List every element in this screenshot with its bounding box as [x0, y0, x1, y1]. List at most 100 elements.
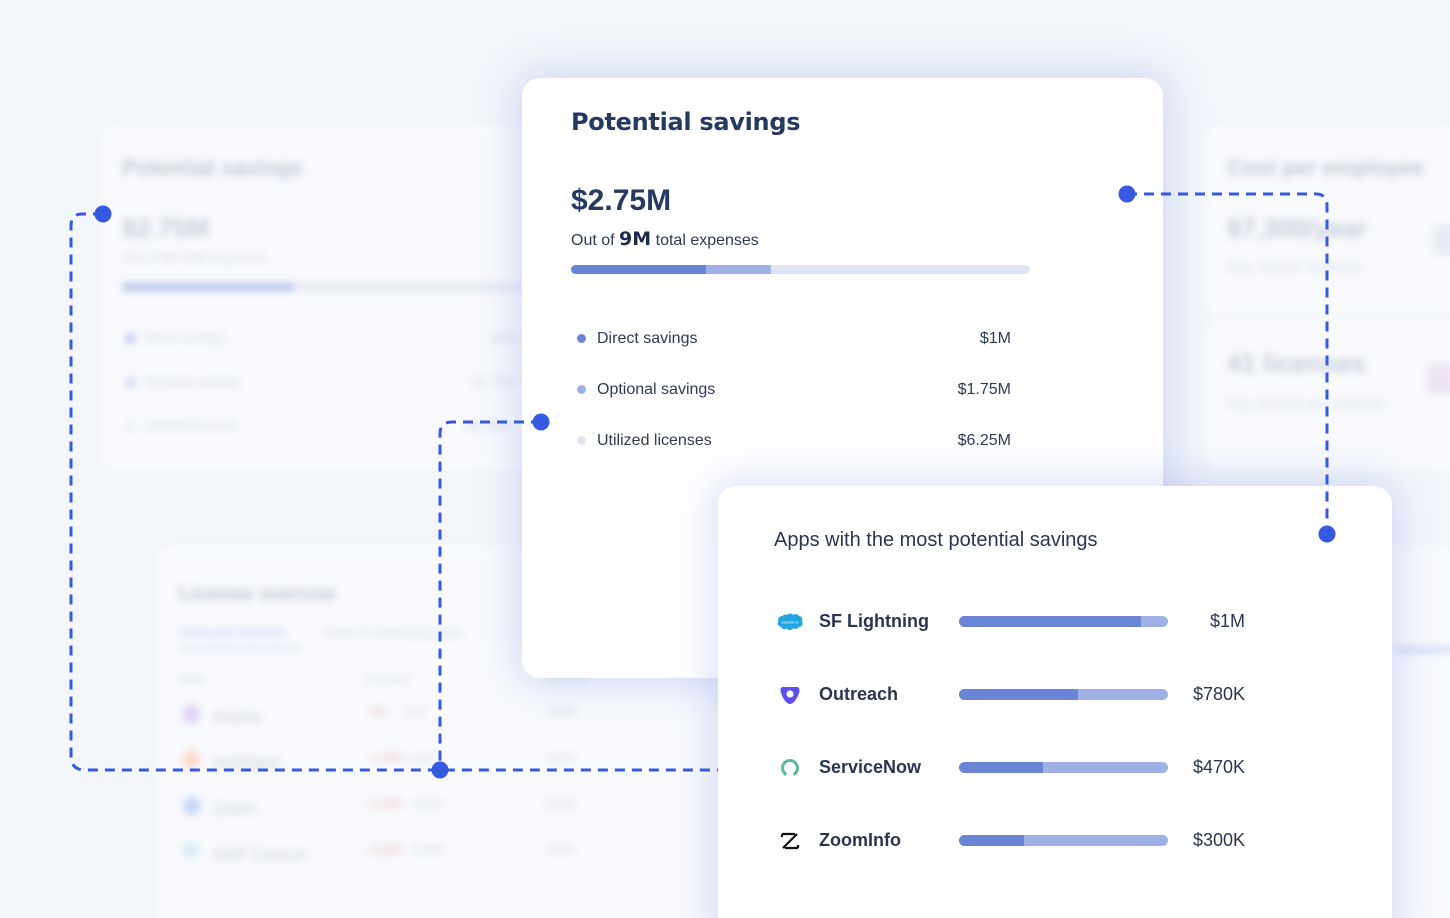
- bg-app-name: Asana: [213, 707, 262, 726]
- savings-progress-bar: [571, 265, 1030, 274]
- bg-red-value: −50: [365, 705, 386, 719]
- app-savings-value: $1M: [1209, 611, 1245, 631]
- legend-dot-icon: [577, 385, 586, 394]
- bg-red-value: −1,000: [365, 751, 403, 765]
- app-row-outreach[interactable]: Outreach $780K: [776, 658, 1276, 731]
- app-savings-value: $300K: [1192, 830, 1245, 850]
- legend-dot-icon: [577, 436, 586, 445]
- bg-licenses-amount: 41 licenses: [1227, 348, 1366, 378]
- bg-savings-progress: [122, 283, 542, 291]
- app-name: ZoomInfo: [819, 830, 901, 850]
- legend-label: Direct savings: [597, 329, 698, 347]
- bg-dot: [126, 378, 135, 387]
- bg-grey-value: 1,000: [405, 751, 436, 765]
- bg-app-icon: [183, 705, 199, 723]
- bg-col-licensed: Licensed: [365, 673, 410, 685]
- bg-app-name: HubSpot: [213, 753, 280, 772]
- zoominfo-icon: [776, 827, 804, 855]
- bg-cost-subtitle: Avg. cost per employee: [1227, 259, 1363, 274]
- app-savings-value: $470K: [1192, 757, 1245, 777]
- bg-app-icon: [183, 797, 201, 815]
- bg-row-value: $1.75M: [472, 374, 516, 389]
- apps-list: salesforce SF Lightning $1M Outreach $78…: [776, 585, 1276, 877]
- bg-cost-card: Cost per employee $7,300/year Avg. cost …: [1205, 125, 1450, 315]
- savings-subtitle: Out of 9M total expenses: [571, 228, 759, 250]
- bg-pct-value: 100%: [545, 797, 576, 811]
- progress-segment-optional: [705, 265, 771, 274]
- bg-savings-title: Potential savings: [122, 155, 303, 180]
- bg-col-apps: Apps: [179, 673, 205, 685]
- bg-pct-value: 100%: [545, 751, 576, 765]
- savings-subtitle-prefix: Out of: [571, 232, 615, 249]
- savings-card-title: Potential savings: [571, 108, 801, 136]
- bg-chip: [1427, 364, 1450, 394]
- savings-total-expenses: 9M: [619, 228, 652, 250]
- apps-potential-savings-card: Apps with the most potential savings sal…: [718, 486, 1392, 918]
- svg-text:salesforce: salesforce: [781, 620, 798, 624]
- bg-licenses-subtitle: Avg. licenses per employee: [1227, 396, 1386, 411]
- bg-tab-overused: Overused licenses: [179, 625, 286, 640]
- bg-tab-underline: [179, 647, 303, 649]
- legend-row-optional-savings: Optional savings $1.75M: [571, 364, 1011, 415]
- legend-value: $1.75M: [957, 380, 1011, 398]
- apps-card-title: Apps with the most potential savings: [774, 529, 1098, 551]
- bg-app-name: SAP Concur: [213, 845, 307, 864]
- bg-grey-value: 150: [405, 705, 426, 719]
- bg-pct-value: 100%: [545, 705, 576, 719]
- bg-savings-card: Potential savings $2.75M Out of 9M total…: [100, 125, 542, 470]
- bg-tab-close: Close to overusing apps: [323, 625, 463, 640]
- bg-row-value: $1M: [492, 330, 518, 345]
- bg-app-icon: [183, 843, 199, 857]
- legend-row-direct-savings: Direct savings $1M: [571, 313, 1011, 364]
- bg-savings-amount: $2.75M: [122, 213, 209, 243]
- bg-dot: [126, 334, 135, 343]
- bg-cost-title: Cost per employee: [1227, 155, 1424, 180]
- bg-row-label: Direct savings: [144, 330, 226, 345]
- bg-bar-fragment: [1395, 647, 1450, 652]
- legend-label: Utilized licenses: [597, 431, 712, 449]
- app-name: ServiceNow: [819, 757, 922, 777]
- bg-grey-value: 5,000: [413, 797, 444, 811]
- app-row-servicenow[interactable]: ServiceNow $470K: [776, 731, 1276, 804]
- app-savings-bar-fill: [959, 762, 1043, 773]
- legend-label: Optional savings: [597, 380, 716, 398]
- bg-pct-value: 100%: [545, 843, 576, 857]
- progress-segment-direct: [571, 265, 706, 274]
- app-row-zoominfo[interactable]: ZoomInfo $300K: [776, 804, 1276, 877]
- bg-row-label: Optional savings: [144, 374, 241, 389]
- bg-grey-value: 5,000: [413, 843, 444, 857]
- app-savings-bar: [959, 835, 1168, 846]
- savings-total-amount: $2.75M: [571, 184, 672, 217]
- savings-subtitle-suffix: total expenses: [655, 232, 759, 249]
- legend-dot-icon: [577, 334, 586, 343]
- bg-dot: [126, 422, 135, 431]
- legend-value: $1M: [979, 329, 1011, 347]
- bg-chip: [1433, 225, 1450, 255]
- bg-app-icon: [183, 751, 199, 769]
- servicenow-icon: [776, 754, 804, 782]
- legend-row-utilized-licenses: Utilized licenses $6.25M: [571, 415, 1011, 466]
- bg-row-value: $6.25M: [466, 418, 510, 433]
- app-savings-bar-fill: [959, 616, 1141, 627]
- app-row-sf-lightning[interactable]: salesforce SF Lightning $1M: [776, 585, 1276, 658]
- app-savings-value: $780K: [1192, 684, 1245, 704]
- app-name: SF Lightning: [819, 611, 929, 631]
- bg-cost-amount: $7,300/year: [1227, 213, 1368, 243]
- bg-overuse-title: License overuse: [179, 583, 336, 605]
- app-savings-bar-fill: [959, 689, 1079, 700]
- app-savings-bar-fill: [959, 835, 1024, 846]
- legend-value: $6.25M: [957, 431, 1011, 449]
- salesforce-icon: salesforce: [776, 608, 804, 636]
- bg-red-value: −5,000: [365, 843, 403, 857]
- savings-legend: Direct savings $1M Optional savings $1.7…: [571, 313, 1011, 466]
- bg-red-value: −5,000: [365, 797, 403, 811]
- bg-savings-subtitle: Out of 9M total expenses: [122, 250, 267, 265]
- outreach-icon: [776, 681, 804, 709]
- bg-licenses-card: 41 licenses Avg. licenses per employee: [1205, 320, 1450, 470]
- app-savings-bar: [959, 616, 1168, 627]
- bg-app-name: Zoom: [213, 799, 257, 818]
- bg-row-label: Utilized licenses: [144, 418, 238, 433]
- app-savings-bar: [959, 762, 1168, 773]
- app-savings-bar: [959, 689, 1168, 700]
- app-name: Outreach: [819, 684, 899, 704]
